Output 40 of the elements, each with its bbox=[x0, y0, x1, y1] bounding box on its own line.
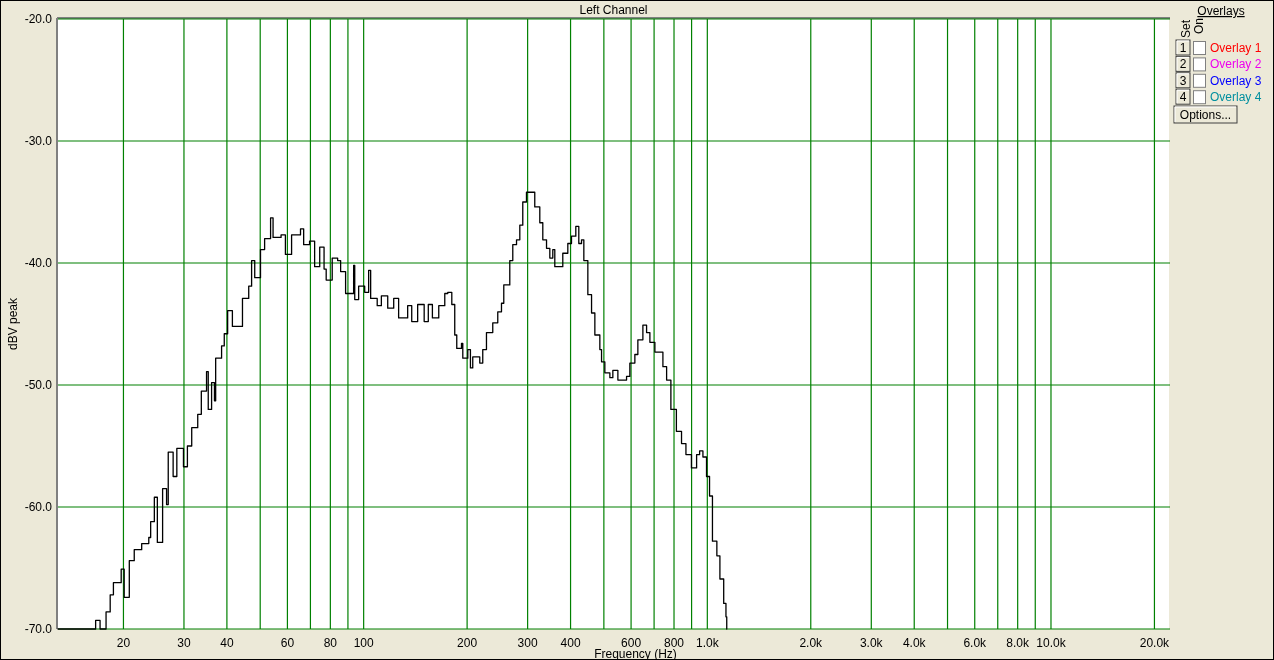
text: 4 bbox=[1179, 90, 1187, 105]
x-tick-label: 100 bbox=[353, 636, 374, 650]
x-tick-label: 300 bbox=[517, 636, 538, 650]
x-tick-label: 3.0k bbox=[859, 636, 884, 650]
text: 3 bbox=[1179, 73, 1187, 88]
x-tick-label: 10.0k bbox=[1036, 636, 1067, 650]
x-tick-label: 6.0k bbox=[963, 636, 988, 650]
y-tick-label: -50.0 bbox=[24, 378, 53, 393]
y-tick-label: -30.0 bbox=[24, 134, 53, 149]
text: 1 bbox=[1179, 41, 1187, 55]
x-tick-label: 2.0k bbox=[799, 636, 824, 650]
x-tick-label: 20.0k bbox=[1139, 636, 1171, 650]
x-axis-title: Frequency (Hz) bbox=[594, 647, 677, 660]
y-axis-title: dBV peak bbox=[6, 296, 20, 351]
text: Options... bbox=[1179, 108, 1232, 122]
x-tick-label: 40 bbox=[220, 636, 234, 650]
x-tick-label: 60 bbox=[280, 636, 295, 650]
text: Overlay 3 bbox=[1210, 73, 1262, 88]
x-tick-label: 600 bbox=[621, 636, 642, 650]
y-tick-label: -20.0 bbox=[24, 12, 53, 27]
x-tick-label: 4.0k bbox=[902, 636, 927, 650]
text: 2 bbox=[1179, 57, 1187, 72]
x-tick-label: 800 bbox=[664, 636, 685, 650]
y-tick-label: -70.0 bbox=[24, 622, 53, 637]
text: Overlay 1 bbox=[1210, 41, 1262, 55]
text: Overlay 2 bbox=[1210, 57, 1262, 72]
x-tick-label: 80 bbox=[323, 636, 338, 650]
text: Set bbox=[1179, 19, 1193, 38]
x-tick-label: 8.0k bbox=[1006, 636, 1031, 650]
x-tick-label: 20 bbox=[116, 636, 131, 650]
x-tick-label: 1.0k bbox=[695, 636, 720, 650]
text: Overlay 4 bbox=[1210, 90, 1262, 105]
y-tick-label: -60.0 bbox=[24, 500, 53, 515]
y-tick-label: -40.0 bbox=[24, 256, 53, 271]
x-tick-label: 200 bbox=[457, 636, 478, 650]
x-tick-label: 400 bbox=[560, 636, 581, 650]
chart-title: Left Channel bbox=[579, 3, 648, 17]
x-tick-label: 30 bbox=[177, 636, 191, 650]
text: On bbox=[1192, 17, 1206, 34]
text: Overlays bbox=[1197, 4, 1245, 18]
